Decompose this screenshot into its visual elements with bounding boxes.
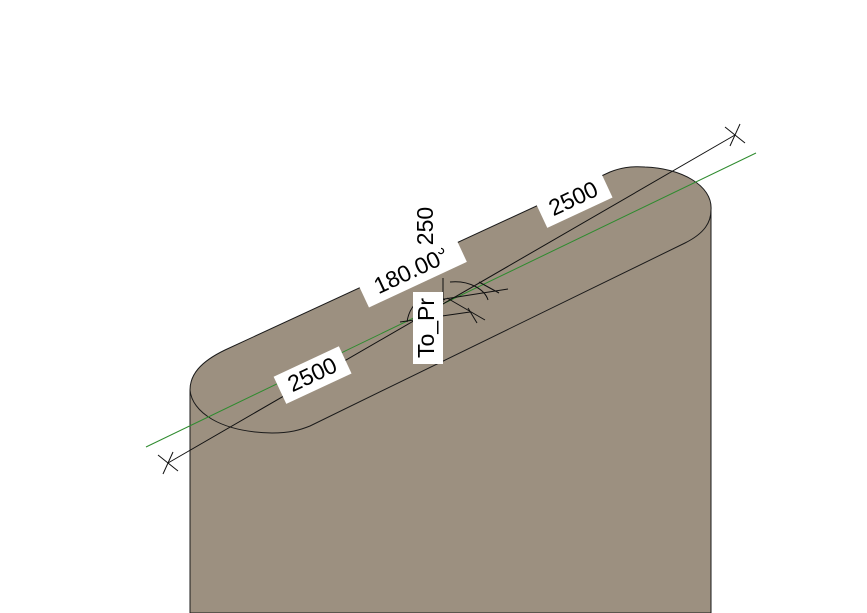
length-dimension-line[interactable] xyxy=(167,134,736,464)
parameter-label[interactable]: To_Pr xyxy=(413,292,443,364)
length-dimension-tick-left xyxy=(157,451,179,475)
extrusion-top-cap-edge xyxy=(189,209,712,434)
parameter-text: To_Pr xyxy=(413,298,439,358)
length-dimension-tick-right xyxy=(724,123,746,147)
width-text: 250 xyxy=(412,207,438,245)
width-label[interactable]: 250 xyxy=(412,200,441,252)
extrusion-body[interactable] xyxy=(189,166,712,613)
